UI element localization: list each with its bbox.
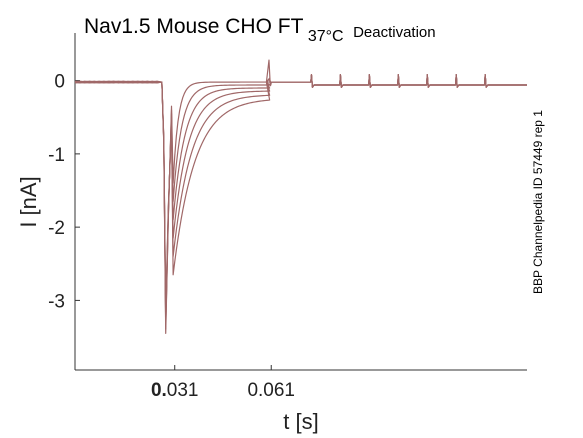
y-tick-label: 0 [54, 72, 65, 93]
x-tick-label: 0.031 [151, 380, 199, 401]
chart-title-tail: Deactivation [353, 24, 436, 41]
current-trace [74, 74, 527, 312]
chart-title-subscript: 37°C [308, 28, 344, 45]
x-tick-label: 0.061 [247, 380, 295, 401]
current-trace [74, 74, 527, 321]
current-trace [74, 74, 527, 326]
x-ticks: 0.031 0.061 [151, 365, 295, 401]
y-ticks: 0 -1 -2 -3 [48, 72, 80, 312]
current-trace [74, 74, 527, 330]
side-caption: BBP Channelpedia ID 57449 rep 1 [531, 110, 545, 294]
y-axis-label: I [nA] [16, 176, 41, 227]
x-axis-label: t [s] [283, 409, 318, 434]
chart-title-main: Nav1.5 Mouse CHO FT [84, 15, 304, 38]
current-trace [74, 74, 527, 317]
current-traces [74, 59, 527, 334]
y-tick-label: -1 [48, 145, 65, 166]
current-trace [74, 59, 527, 334]
y-tick-label: -2 [48, 218, 65, 239]
chart-title: Nav1.5 Mouse CHO FT 37°C Deactivation [84, 15, 436, 45]
y-tick-label: -3 [48, 291, 65, 312]
